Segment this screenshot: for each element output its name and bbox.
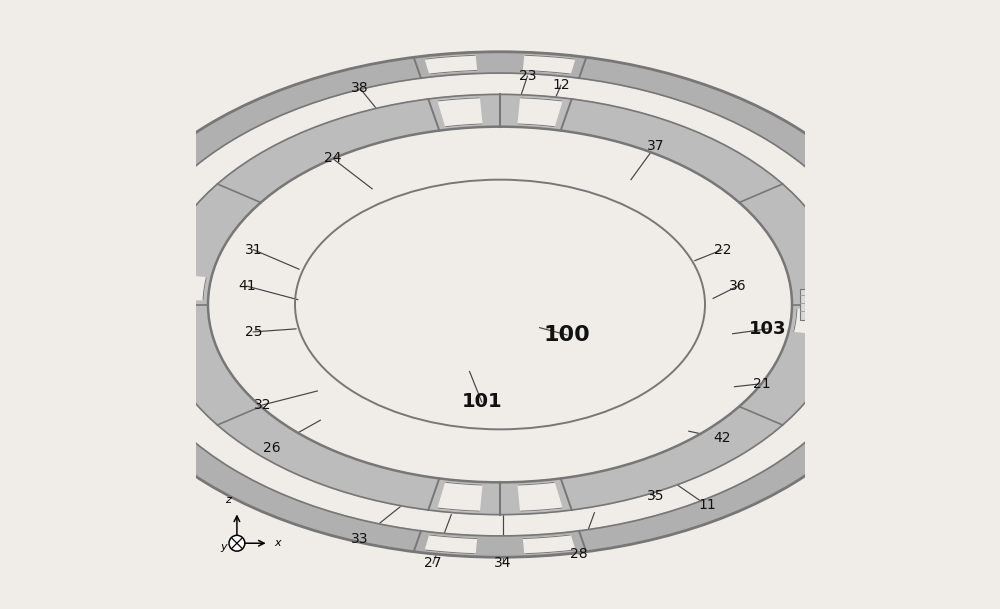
Polygon shape xyxy=(85,52,915,557)
Circle shape xyxy=(229,535,245,551)
Circle shape xyxy=(825,307,831,313)
Polygon shape xyxy=(794,309,840,335)
Circle shape xyxy=(806,296,812,302)
Polygon shape xyxy=(518,482,562,511)
Text: y: y xyxy=(220,542,227,552)
Text: 41: 41 xyxy=(238,280,256,293)
Text: 42: 42 xyxy=(714,432,731,445)
Text: 21: 21 xyxy=(753,377,771,390)
Text: 23: 23 xyxy=(519,69,536,83)
Circle shape xyxy=(825,296,831,302)
Polygon shape xyxy=(425,535,476,554)
Text: 37: 37 xyxy=(647,139,664,153)
Text: 12: 12 xyxy=(552,79,570,92)
Text: 22: 22 xyxy=(714,243,731,256)
Text: 26: 26 xyxy=(263,441,280,454)
Polygon shape xyxy=(90,267,119,298)
Polygon shape xyxy=(524,55,575,74)
Polygon shape xyxy=(518,98,562,127)
Text: 11: 11 xyxy=(698,499,716,512)
Text: 31: 31 xyxy=(245,243,262,256)
Polygon shape xyxy=(881,311,910,342)
Text: z: z xyxy=(225,496,231,505)
Text: 103: 103 xyxy=(749,320,787,338)
Circle shape xyxy=(815,296,822,302)
Text: 33: 33 xyxy=(351,532,369,546)
Text: x: x xyxy=(275,538,281,548)
FancyBboxPatch shape xyxy=(800,289,837,320)
Text: 101: 101 xyxy=(461,392,502,412)
Polygon shape xyxy=(438,482,482,511)
Text: 38: 38 xyxy=(351,82,369,95)
Text: 24: 24 xyxy=(324,152,341,165)
Text: 28: 28 xyxy=(570,547,588,561)
Text: 25: 25 xyxy=(245,325,262,339)
Polygon shape xyxy=(160,274,206,300)
Polygon shape xyxy=(425,55,476,74)
Text: 27: 27 xyxy=(424,557,442,570)
Polygon shape xyxy=(155,94,845,515)
Text: 32: 32 xyxy=(254,398,271,412)
Text: 36: 36 xyxy=(729,280,746,293)
Circle shape xyxy=(815,307,822,313)
Circle shape xyxy=(806,307,812,313)
Polygon shape xyxy=(438,98,482,127)
Text: 35: 35 xyxy=(647,490,664,503)
Text: 34: 34 xyxy=(494,557,512,570)
Text: 100: 100 xyxy=(544,325,590,345)
Polygon shape xyxy=(524,535,575,554)
